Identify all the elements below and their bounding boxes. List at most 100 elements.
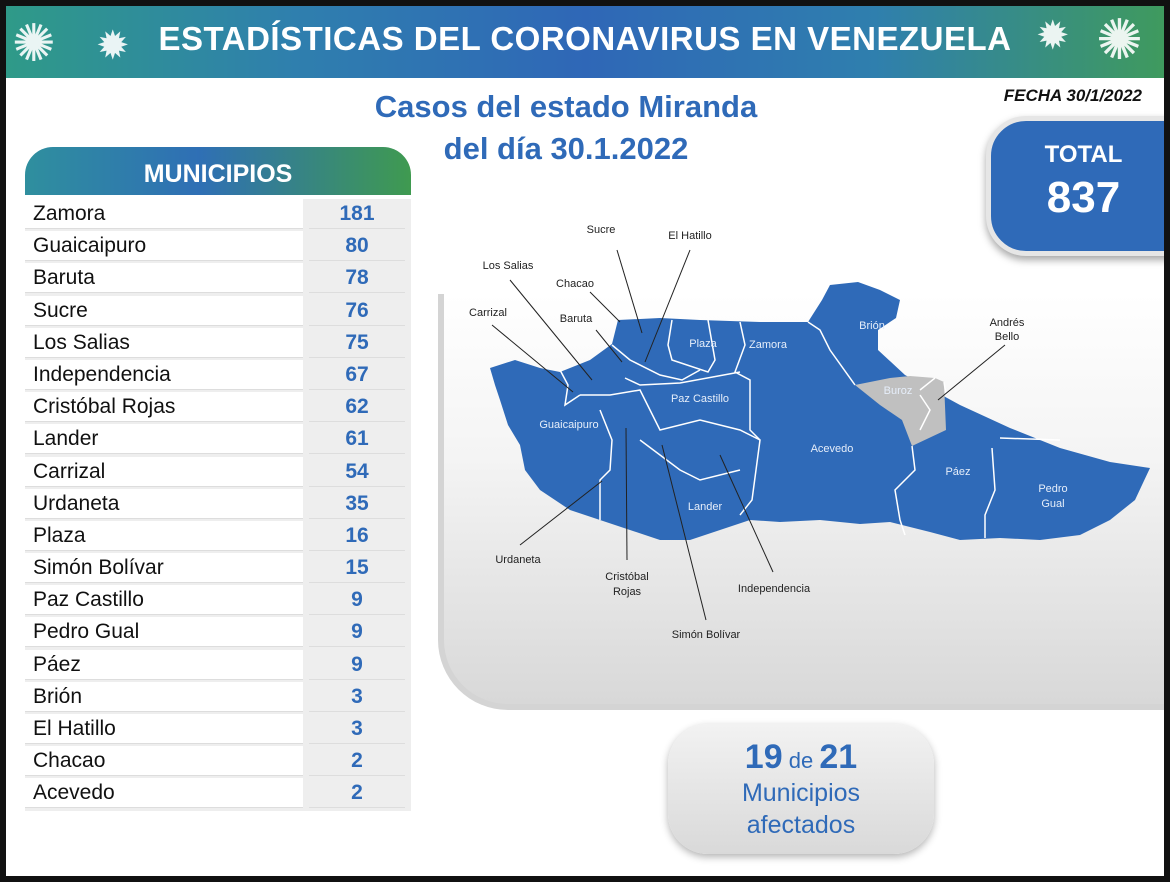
label-independencia: Independencia xyxy=(738,583,811,595)
municipio-cases: 9 xyxy=(309,617,405,648)
total-label: TOTAL xyxy=(1044,141,1123,168)
title-line-2: del día 30.1.2022 xyxy=(443,131,689,166)
municipio-cases: 181 xyxy=(309,199,405,229)
leader-line xyxy=(719,454,774,573)
affected-count: 19 de 21 xyxy=(668,738,934,777)
municipio-cases: 78 xyxy=(309,263,405,294)
leader-line xyxy=(595,329,623,363)
label-chacao: Chacao xyxy=(556,278,594,290)
header-title: ESTADÍSTICAS DEL CORONAVIRUS EN VENEZUEL… xyxy=(158,20,1012,57)
municipio-cases: 54 xyxy=(309,457,405,487)
affected-label-2: afectados xyxy=(746,811,856,839)
municipio-cases: 9 xyxy=(309,585,405,616)
table-row: Plaza 16 xyxy=(25,520,411,551)
table-row: Chacao 2 xyxy=(25,746,411,777)
table-row: Zamora 181 xyxy=(25,199,411,229)
table-row: Guaicaipuro 80 xyxy=(25,231,411,262)
leader-line xyxy=(644,249,691,363)
label-cristobal-rojas: Cristóbal xyxy=(605,571,648,583)
label-guaicaipuro: Guaicaipuro xyxy=(539,419,598,431)
virus-icon: ✺ xyxy=(12,15,56,73)
municipio-name: Los Salias xyxy=(25,327,303,358)
label-andres-bello: Bello xyxy=(995,331,1019,343)
municipio-name: Cristóbal Rojas xyxy=(25,392,303,423)
label-urdaneta: Urdaneta xyxy=(495,554,541,566)
total-value: 837 xyxy=(1046,173,1121,222)
municipality-borders xyxy=(559,319,1061,538)
table-row: Urdaneta 35 xyxy=(25,488,411,519)
map-region-buroz xyxy=(855,376,946,446)
virus-icon: ✹ xyxy=(1036,14,1070,58)
municipio-name: Zamora xyxy=(25,199,303,229)
label-carrizal: Carrizal xyxy=(469,307,507,319)
infographic: ✺ ✹ ESTADÍSTICAS DEL CORONAVIRUS EN VENE… xyxy=(6,6,1164,876)
map-labels: Sucre El Hatillo Los Salias Chacao Carri… xyxy=(469,224,1068,641)
municipio-cases: 67 xyxy=(309,360,405,390)
virus-icon: ✺ xyxy=(1096,8,1143,71)
municipio-name: Simón Bolívar xyxy=(25,553,303,584)
table-row: Los Salias 75 xyxy=(25,327,411,358)
municipio-cases: 75 xyxy=(309,328,405,358)
title-line-1: Casos del estado Miranda xyxy=(374,89,758,124)
affected-municipios-box: 19 de 21 Municipios afectados xyxy=(668,724,934,854)
label-los-salias: Los Salias xyxy=(483,260,534,272)
municipio-cases: 62 xyxy=(309,392,405,423)
affected-number: 19 xyxy=(744,738,783,776)
label-zamora: Zamora xyxy=(749,339,788,351)
miranda-map: Sucre El Hatillo Los Salias Chacao Carri… xyxy=(469,224,1150,641)
municipio-cases: 76 xyxy=(309,296,405,326)
leader-line xyxy=(509,279,593,381)
municipio-name: Guaicaipuro xyxy=(25,231,303,262)
affected-total: 21 xyxy=(819,738,858,776)
municipio-name: Pedro Gual xyxy=(25,617,303,648)
label-paz-castillo: Paz Castillo xyxy=(671,393,729,405)
municipio-cases: 35 xyxy=(309,489,405,519)
header-banner: ✺ ✹ ESTADÍSTICAS DEL CORONAVIRUS EN VENE… xyxy=(6,6,1164,78)
leader-lines xyxy=(491,249,1006,621)
table-row: Cristóbal Rojas 62 xyxy=(25,392,411,423)
affected-label-1: Municipios xyxy=(741,779,861,807)
label-cristobal-rojas: Rojas xyxy=(613,586,642,598)
municipio-cases: 61 xyxy=(309,424,405,455)
label-paez: Páez xyxy=(945,466,970,478)
municipio-cases: 80 xyxy=(309,231,405,262)
municipio-name: Baruta xyxy=(25,263,303,294)
table-row: Páez 9 xyxy=(25,649,411,680)
municipio-cases: 3 xyxy=(309,714,405,744)
affected-de: de xyxy=(788,748,814,773)
municipio-name: Urdaneta xyxy=(25,488,303,519)
municipio-cases: 2 xyxy=(309,778,405,809)
label-baruta: Baruta xyxy=(560,313,593,325)
label-plaza: Plaza xyxy=(689,338,717,350)
municipio-name: Brión xyxy=(25,681,303,712)
label-sucre: Sucre xyxy=(587,224,616,236)
leader-line xyxy=(491,324,574,393)
leader-line xyxy=(519,480,603,546)
label-pedro-gual: Pedro xyxy=(1038,483,1067,495)
table-row: Baruta 78 xyxy=(25,263,411,294)
municipio-name: Lander xyxy=(25,424,303,455)
leader-line xyxy=(661,444,707,621)
label-andres-bello: Andrés xyxy=(990,317,1025,329)
municipio-name: El Hatillo xyxy=(25,714,303,744)
map-region-main xyxy=(490,282,1150,540)
table-row: El Hatillo 3 xyxy=(25,714,411,744)
municipio-name: Independencia xyxy=(25,359,303,390)
table-row: Lander 61 xyxy=(25,424,411,455)
total-badge: TOTAL 837 xyxy=(986,116,1164,256)
table-row: Carrizal 54 xyxy=(25,456,411,487)
label-simon-bolivar: Simón Bolívar xyxy=(672,629,741,641)
municipio-name: Plaza xyxy=(25,520,303,551)
table-row: Sucre 76 xyxy=(25,295,411,326)
municipio-cases: 3 xyxy=(309,682,405,712)
table-row: Simón Bolívar 15 xyxy=(25,553,411,584)
label-brion: Brión xyxy=(859,320,885,332)
date-label: FECHA 30/1/2022 xyxy=(1003,86,1142,105)
municipio-name: Carrizal xyxy=(25,456,303,487)
label-lander: Lander xyxy=(688,501,723,513)
table-row: Independencia 67 xyxy=(25,359,411,390)
virus-icon: ✹ xyxy=(96,24,130,68)
leader-line xyxy=(589,291,621,323)
leader-line xyxy=(937,344,1006,401)
page-title: Casos del estado Miranda del día 30.1.20… xyxy=(336,86,796,170)
